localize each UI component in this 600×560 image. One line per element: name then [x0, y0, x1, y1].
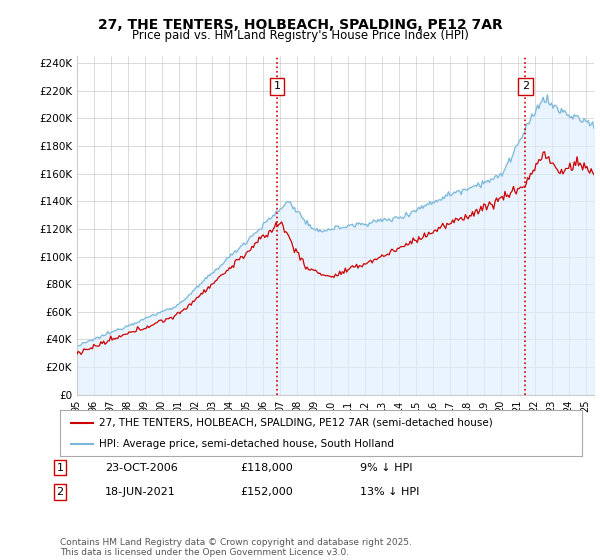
- Text: 27, THE TENTERS, HOLBEACH, SPALDING, PE12 7AR: 27, THE TENTERS, HOLBEACH, SPALDING, PE1…: [98, 18, 502, 32]
- Text: 27, THE TENTERS, HOLBEACH, SPALDING, PE12 7AR (semi-detached house): 27, THE TENTERS, HOLBEACH, SPALDING, PE1…: [99, 418, 493, 428]
- Text: 9% ↓ HPI: 9% ↓ HPI: [360, 463, 413, 473]
- Text: 18-JUN-2021: 18-JUN-2021: [105, 487, 176, 497]
- Text: Contains HM Land Registry data © Crown copyright and database right 2025.
This d: Contains HM Land Registry data © Crown c…: [60, 538, 412, 557]
- Text: 1: 1: [56, 463, 64, 473]
- Text: 23-OCT-2006: 23-OCT-2006: [105, 463, 178, 473]
- Text: 2: 2: [522, 82, 529, 91]
- Text: 1: 1: [274, 82, 281, 91]
- Text: 13% ↓ HPI: 13% ↓ HPI: [360, 487, 419, 497]
- Text: HPI: Average price, semi-detached house, South Holland: HPI: Average price, semi-detached house,…: [99, 439, 394, 449]
- Text: 2: 2: [56, 487, 64, 497]
- Text: Price paid vs. HM Land Registry's House Price Index (HPI): Price paid vs. HM Land Registry's House …: [131, 29, 469, 42]
- Text: £152,000: £152,000: [240, 487, 293, 497]
- Text: £118,000: £118,000: [240, 463, 293, 473]
